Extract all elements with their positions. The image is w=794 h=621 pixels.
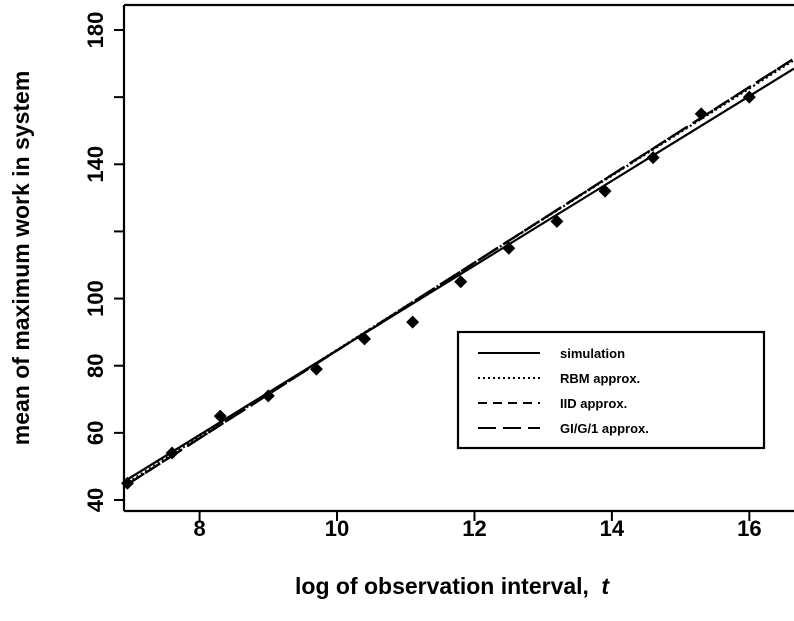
series-lines	[124, 57, 794, 488]
data-points	[120, 90, 756, 490]
data-point	[742, 90, 756, 104]
data-point	[454, 275, 468, 289]
y-axis: 40 60 80 100 140 180	[83, 12, 124, 512]
data-point	[550, 214, 564, 228]
x-tick-label: 16	[737, 516, 761, 541]
x-axis-label: log of observation interval, t	[295, 573, 610, 599]
y-tick-label: 140	[83, 146, 108, 183]
x-tick-label: 12	[462, 516, 486, 541]
data-point	[646, 151, 660, 165]
y-tick-label: 100	[83, 280, 108, 317]
data-point	[502, 241, 516, 255]
plot-frame	[122, 3, 794, 513]
legend-label: IID approx.	[560, 396, 627, 411]
legend-label: GI/G/1 approx.	[560, 421, 649, 436]
data-point	[358, 332, 372, 346]
series-line-solid	[124, 67, 794, 483]
y-axis-label: mean of maximum work in system	[8, 71, 34, 446]
x-tick-label: 8	[193, 516, 205, 541]
legend: simulation RBM approx. IID approx. GI/G/1 a…	[456, 330, 766, 450]
x-axis: 8 10 12 14 16	[193, 511, 762, 541]
x-tick-label: 10	[325, 516, 349, 541]
legend-label: simulation	[560, 346, 625, 361]
x-tick-label: 14	[600, 516, 625, 541]
data-point	[213, 409, 227, 423]
data-point	[694, 107, 708, 121]
y-tick-label: 60	[83, 421, 108, 445]
data-point	[165, 446, 179, 460]
y-tick-label: 80	[83, 353, 108, 377]
y-tick-label: 40	[83, 488, 108, 512]
data-point	[309, 362, 323, 376]
data-point	[261, 389, 275, 403]
data-point	[120, 476, 134, 490]
data-point	[406, 315, 420, 329]
series-line-longdash	[124, 57, 794, 488]
legend-label: RBM approx.	[560, 371, 640, 386]
data-point	[598, 184, 612, 198]
y-tick-label: 180	[83, 12, 108, 49]
